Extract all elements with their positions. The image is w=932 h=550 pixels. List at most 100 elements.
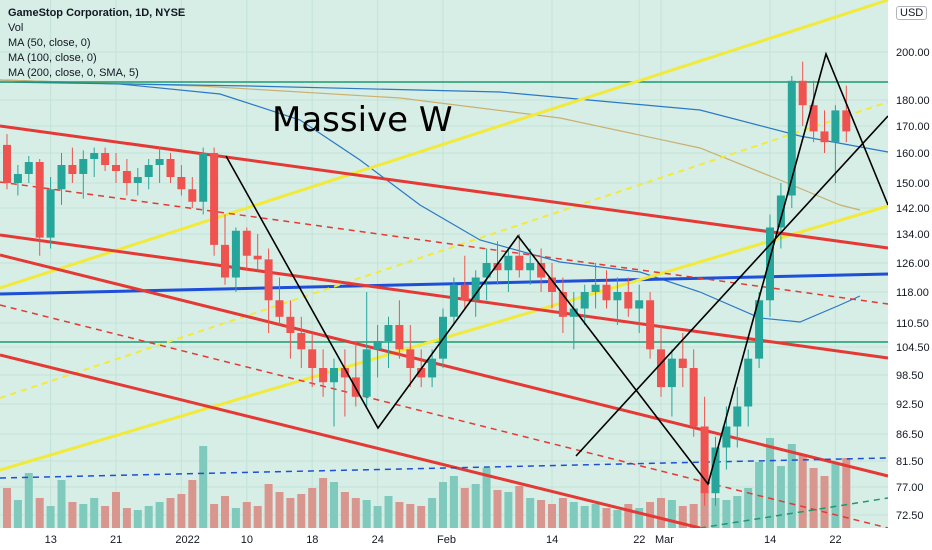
volume-bar: [253, 506, 262, 528]
candle-body-down: [264, 259, 273, 301]
x-tick-label: 14: [764, 534, 776, 546]
candle-body-up: [591, 284, 600, 292]
red-channel-2: [0, 233, 889, 360]
candle-body-down: [166, 159, 175, 177]
volume-bar: [831, 464, 840, 528]
y-tick-label: 142.00: [896, 203, 930, 215]
candle-body-up: [667, 358, 676, 388]
volume-bar: [308, 488, 317, 528]
volume-bar: [46, 506, 55, 528]
currency-badge[interactable]: USD: [896, 6, 928, 20]
candle-body-up: [471, 277, 480, 301]
volume-bar: [744, 488, 753, 528]
candle-body-down: [417, 368, 426, 378]
volume-bar: [417, 506, 426, 528]
volume-bar: [79, 504, 88, 528]
volume-bar: [711, 498, 720, 528]
volume-bar: [57, 480, 66, 528]
ma200-line: [0, 81, 889, 153]
x-tick-label: 14: [546, 534, 558, 546]
candle-body-down: [798, 80, 807, 106]
x-tick-label: 2022: [175, 534, 199, 546]
candle-body-down: [319, 368, 328, 383]
candle-body-down: [297, 333, 306, 350]
x-tick-label: 21: [110, 534, 122, 546]
yellow-channel-upper: [0, 0, 889, 290]
candle-body-down: [493, 263, 502, 271]
volume-bar: [602, 508, 611, 528]
ma100-line: [0, 79, 861, 211]
candle-body-down: [340, 368, 349, 378]
volume-bar: [689, 504, 698, 528]
legend-ma50: MA (50, close, 0): [8, 37, 91, 49]
volume-bar: [842, 458, 851, 528]
x-tick-label: Mar: [655, 534, 674, 546]
candle-body-down: [3, 144, 11, 183]
volume-bar: [439, 482, 447, 528]
volume-bar: [199, 446, 208, 528]
candle-body-up: [155, 159, 164, 165]
volume-bar: [667, 500, 676, 528]
blue-dashed-line: [0, 457, 889, 479]
red-channel-4: [0, 353, 701, 530]
candle-body-down: [210, 153, 219, 245]
x-tick-label: 18: [306, 534, 318, 546]
green-dashed-line: [699, 497, 889, 529]
w-pattern-lines: [225, 51, 889, 486]
candle-body-down: [395, 325, 404, 350]
volume-bar: [264, 484, 273, 528]
candle-body-up: [580, 292, 589, 309]
candle-body-up: [373, 341, 382, 350]
time-axis[interactable]: [0, 528, 888, 550]
y-tick-label: 200.00: [896, 47, 930, 59]
ma50-line: [0, 79, 861, 323]
volume-bar: [188, 480, 197, 528]
candle-body-down: [657, 349, 665, 388]
volume-bar: [101, 506, 110, 528]
volume-bar: [319, 478, 328, 528]
volume-bar: [340, 492, 349, 528]
y-tick-label: 160.00: [896, 148, 930, 160]
volume-bar: [242, 502, 251, 528]
candle-body-down: [112, 165, 120, 171]
price-axis[interactable]: [888, 0, 932, 550]
y-tick-label: 134.00: [896, 229, 930, 241]
volume-bar: [177, 494, 186, 528]
massive-w-annotation: Massive W: [272, 100, 453, 140]
candle-body-down: [558, 292, 567, 317]
w-neckline: [575, 115, 889, 457]
candle-body-down: [35, 162, 44, 238]
candle-body-up: [362, 349, 371, 397]
candle-body-down: [548, 277, 556, 292]
candle-body-down: [253, 255, 262, 260]
candle-body-up: [569, 308, 578, 317]
candle-body-up: [776, 195, 785, 228]
candle-body-up: [733, 406, 742, 427]
y-axis-labels: 200.00 180.00 170.00 160.00 150.00 142.00 134.…: [896, 47, 930, 522]
volume-bar: [362, 500, 371, 528]
candle-body-up: [766, 227, 774, 301]
volume-bar: [351, 498, 360, 528]
candle-body-up: [231, 230, 240, 278]
volume-bar: [809, 468, 818, 528]
candle-body-up: [449, 284, 458, 317]
volume-bar: [231, 508, 240, 528]
y-tick-label: 77.00: [896, 482, 924, 494]
candle-body-down: [460, 284, 469, 301]
volume-bar: [678, 506, 687, 528]
candle-body-up: [482, 263, 491, 278]
volume-bar: [624, 504, 633, 528]
y-tick-label: 126.00: [896, 258, 930, 270]
red-channel-3: [0, 253, 889, 478]
candle-body-down: [537, 263, 546, 278]
volume-bar: [90, 498, 99, 528]
candle-body-down: [820, 131, 829, 143]
x-tick-label: 22: [633, 534, 645, 546]
volume-bar: [548, 504, 556, 528]
candle-body-up: [144, 165, 153, 177]
volume-bar: [286, 498, 295, 528]
volume-bars: [3, 438, 851, 528]
candle-body-up: [504, 255, 513, 271]
